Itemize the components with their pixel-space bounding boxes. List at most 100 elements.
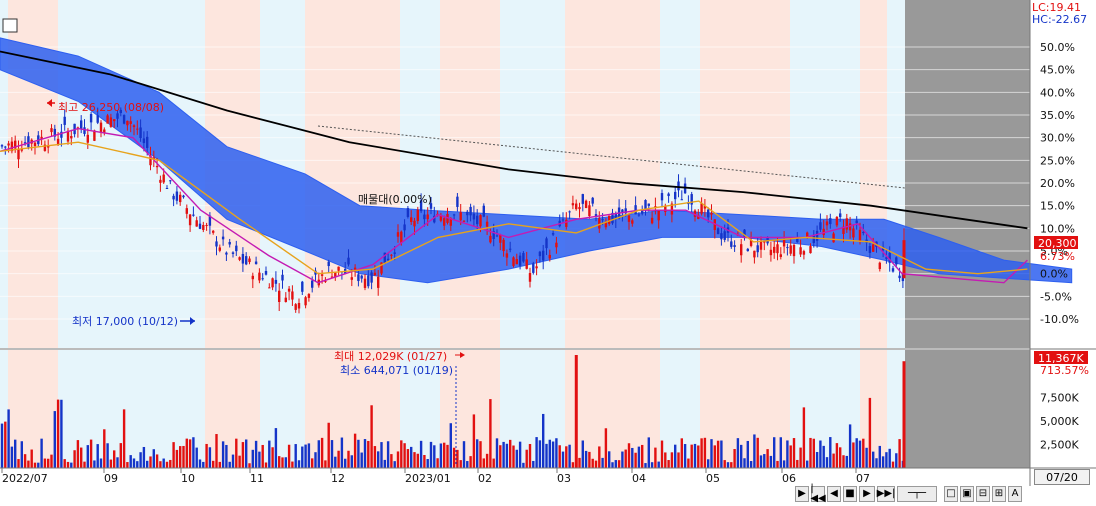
candle-body — [898, 275, 901, 279]
candle-body — [697, 215, 700, 220]
toolbar-button[interactable]: □ — [944, 486, 958, 502]
candle-body — [337, 266, 340, 271]
volume-bar — [60, 399, 63, 468]
toolbar-button[interactable]: ▶▶| — [877, 486, 895, 502]
volume-bar — [815, 452, 819, 468]
future-area — [905, 350, 1030, 468]
volume-bar — [96, 444, 99, 468]
toolbar-button[interactable]: ▶ — [859, 486, 875, 502]
volume-bar — [710, 439, 713, 468]
volume-bar — [76, 440, 80, 468]
candle-body — [469, 206, 472, 216]
volume-bar — [759, 455, 763, 468]
candle-body — [802, 251, 806, 255]
volume-bar — [885, 452, 888, 468]
toolbar-button[interactable]: ▶ — [795, 486, 809, 502]
candle-body — [96, 115, 99, 123]
volume-bar — [690, 444, 693, 468]
candle-body — [591, 197, 594, 204]
candle-body — [218, 247, 221, 251]
overlay-annotation: 매물대(0.00%) — [358, 193, 432, 206]
candle-body — [858, 229, 862, 241]
volume-bar — [634, 452, 637, 468]
candle-body — [743, 229, 746, 237]
candle-body — [208, 215, 212, 226]
candle-body — [710, 212, 713, 215]
volume-bar — [647, 437, 650, 468]
candle-body — [347, 257, 350, 265]
volume-bar — [746, 440, 749, 468]
volume-bar — [852, 442, 855, 468]
volume-bar — [720, 440, 723, 468]
toolbar-button[interactable]: ◀ — [827, 486, 841, 502]
candle-body — [99, 122, 103, 133]
month-label: 2022/07 — [2, 472, 48, 485]
candle-body — [512, 257, 515, 266]
candle-body — [383, 252, 386, 264]
candle-body — [532, 263, 535, 273]
price-tick-label: 50.0% — [1040, 41, 1075, 54]
toolbar-button[interactable]: A — [1008, 486, 1022, 502]
volume-bar — [898, 439, 901, 468]
candle-body — [396, 232, 400, 237]
toolbar-button[interactable]: ⊟ — [976, 486, 990, 502]
volume-bar — [20, 441, 23, 468]
candle-body — [667, 193, 670, 197]
candle-body — [796, 237, 799, 243]
candles — [0, 107, 905, 314]
toolbar-button[interactable]: ⊞ — [992, 486, 1006, 502]
candle-body — [466, 211, 469, 216]
volume-bar — [53, 411, 56, 468]
volume-bar — [617, 460, 621, 468]
candle-body — [334, 271, 337, 277]
volume-bar — [423, 455, 426, 468]
candle-body — [776, 244, 779, 254]
toolbar-button[interactable]: ▣ — [960, 486, 974, 502]
volume-bar — [192, 437, 195, 468]
volume-bar — [558, 445, 561, 468]
candle-body — [647, 203, 650, 206]
toolbar-button[interactable]: ─┬─ — [897, 486, 937, 502]
candle-body — [56, 138, 60, 145]
volume-bar — [221, 441, 225, 468]
candle-body — [825, 221, 829, 226]
current-volume-badge — [1034, 351, 1088, 364]
volume-bar — [63, 459, 66, 468]
candle-body — [165, 188, 169, 190]
volume-bar — [845, 455, 848, 468]
volume-bar — [126, 462, 129, 468]
candle-body — [740, 244, 743, 256]
volume-bar — [119, 443, 122, 468]
candle-body — [650, 217, 654, 224]
candle-body — [518, 255, 522, 266]
volume-bar — [839, 447, 842, 468]
volume-bar — [773, 437, 776, 468]
candle-body — [142, 138, 146, 144]
volume-bar — [37, 462, 40, 468]
volume-bar — [466, 461, 469, 468]
candle-body — [47, 145, 50, 148]
candle-body — [268, 287, 271, 289]
volume-bar — [419, 440, 423, 468]
candle-body — [241, 253, 245, 264]
high-annotation: 최고 26,250 (08/08) — [58, 101, 164, 114]
volume-bar — [311, 458, 314, 468]
volume-bar — [479, 441, 482, 468]
toolbar-button[interactable]: |◀◀ — [810, 483, 826, 504]
price-tick-label: 25.0% — [1040, 154, 1075, 167]
candle-body — [423, 214, 426, 220]
toolbar-button[interactable]: ■ — [843, 486, 857, 502]
volume-bar — [680, 438, 683, 468]
candle-body — [89, 113, 93, 123]
volume-bar — [429, 441, 433, 468]
volume-bar — [363, 439, 367, 468]
ichimoku-cloud — [0, 37, 1073, 284]
candle-body — [594, 214, 598, 217]
candle-body — [476, 215, 479, 225]
volume-bar — [353, 433, 357, 468]
candle-body — [525, 259, 528, 269]
candle-body — [264, 270, 268, 275]
volume-bar — [238, 455, 241, 468]
